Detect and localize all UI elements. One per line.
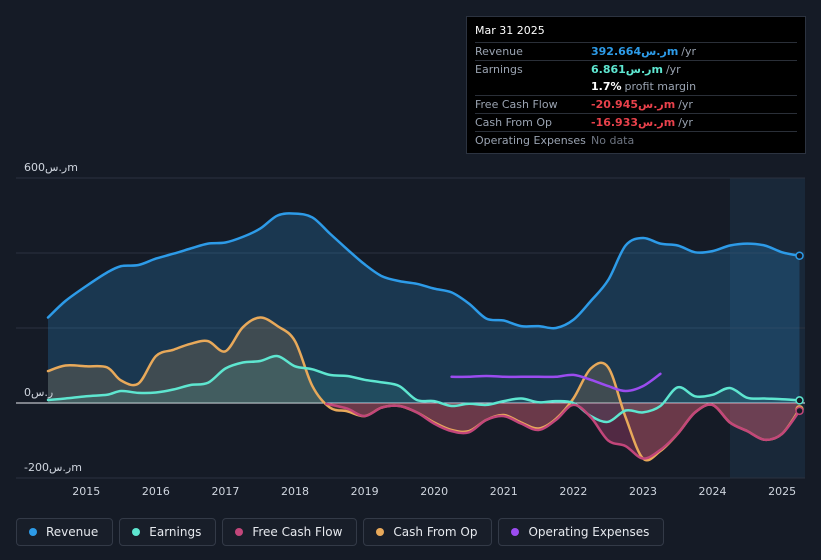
tooltip-row-margin: 1.7% profit margin (475, 78, 797, 95)
legend-item-revenue[interactable]: Revenue (16, 518, 114, 546)
tooltip-value: 392.664ر.سm (591, 45, 679, 58)
tooltip-value: -16.933ر.سm (591, 116, 676, 129)
legend-label: Revenue (46, 525, 99, 539)
legend-label: Earnings (149, 525, 202, 539)
x-tick-label: 2016 (142, 485, 170, 498)
tooltip-date: Mar 31 2025 (475, 24, 545, 37)
tooltip: Mar 31 2025 Revenue 392.664ر.سm /yr Earn… (466, 16, 806, 154)
legend-item-operating-expenses[interactable]: Operating Expenses (498, 518, 665, 546)
x-tick-label: 2019 (351, 485, 379, 498)
x-tick-label: 2020 (420, 485, 448, 498)
earnings-line (46, 354, 801, 424)
free-cash-flow-dot-icon (235, 528, 244, 536)
earnings-dot-icon (132, 528, 141, 536)
tooltip-value: No data (591, 134, 635, 147)
tooltip-unit: /yr (681, 45, 697, 58)
legend-label: Free Cash Flow (252, 525, 343, 539)
tooltip-unit: /yr (665, 63, 681, 76)
operating-expenses-dot-icon (511, 528, 520, 536)
tooltip-value: -20.945ر.سm (591, 98, 676, 111)
tooltip-value: 1.7% (591, 80, 622, 93)
revenue-line (46, 212, 801, 330)
tooltip-unit: profit margin (624, 80, 697, 93)
y-tick-label: -200ر.سm (24, 461, 82, 474)
operating-expenses-line (450, 372, 662, 393)
tooltip-row-fcf: Free Cash Flow -20.945ر.سm /yr (475, 95, 797, 113)
tooltip-row-revenue: Revenue 392.664ر.سm /yr (475, 42, 797, 60)
tooltip-row-earnings: Earnings 6.861ر.سm /yr (475, 60, 797, 78)
cash-from-op-area (48, 317, 800, 461)
x-tick-label: 2018 (281, 485, 309, 498)
legend-label: Operating Expenses (528, 525, 650, 539)
tooltip-row-cfo: Cash From Op -16.933ر.سm /yr (475, 113, 797, 131)
tooltip-unit: /yr (678, 116, 693, 129)
x-tick-label: 2024 (699, 485, 727, 498)
legend: Revenue Earnings Free Cash Flow Cash Fro… (16, 518, 665, 546)
tooltip-value: 6.861ر.سm (591, 63, 663, 76)
free-cash-flow-end-marker (795, 406, 804, 416)
tooltip-unit: /yr (678, 98, 693, 111)
x-tick-label: 2025 (768, 485, 796, 498)
free-cash-flow-area (326, 403, 800, 459)
cash-from-op-dot-icon (376, 528, 385, 536)
free-cash-flow-line (325, 402, 801, 460)
legend-item-free-cash-flow[interactable]: Free Cash Flow (222, 518, 358, 546)
tooltip-label: Operating Expenses (475, 134, 586, 147)
earnings-area (48, 356, 800, 422)
tooltip-label (475, 79, 591, 95)
y-tick-label: 600ر.سm (24, 161, 78, 174)
earnings-end-marker (795, 396, 804, 405)
tooltip-label: Revenue (475, 45, 523, 58)
y-tick-label: 0ر.س (24, 386, 53, 399)
chart: 2015 2016 2017 2018 2019 2020 2021 2022 2023 2024… (16, 161, 805, 498)
revenue-end-marker (795, 251, 804, 261)
tooltip-label: Free Cash Flow (475, 98, 558, 111)
x-tick-label: 2023 (629, 485, 657, 498)
x-tick-label: 2017 (211, 485, 239, 498)
legend-item-cash-from-op[interactable]: Cash From Op (363, 518, 493, 546)
x-tick-label: 2015 (72, 485, 100, 498)
revenue-area (48, 213, 800, 403)
legend-label: Cash From Op (393, 525, 478, 539)
revenue-dot-icon (29, 528, 37, 536)
x-tick-label: 2021 (490, 485, 518, 498)
tooltip-row-opex: Operating Expenses No data (475, 131, 797, 149)
legend-item-earnings[interactable]: Earnings (119, 518, 217, 546)
tooltip-label: Earnings (475, 63, 523, 76)
tooltip-label: Cash From Op (475, 116, 553, 129)
x-tick-label: 2022 (559, 485, 587, 498)
